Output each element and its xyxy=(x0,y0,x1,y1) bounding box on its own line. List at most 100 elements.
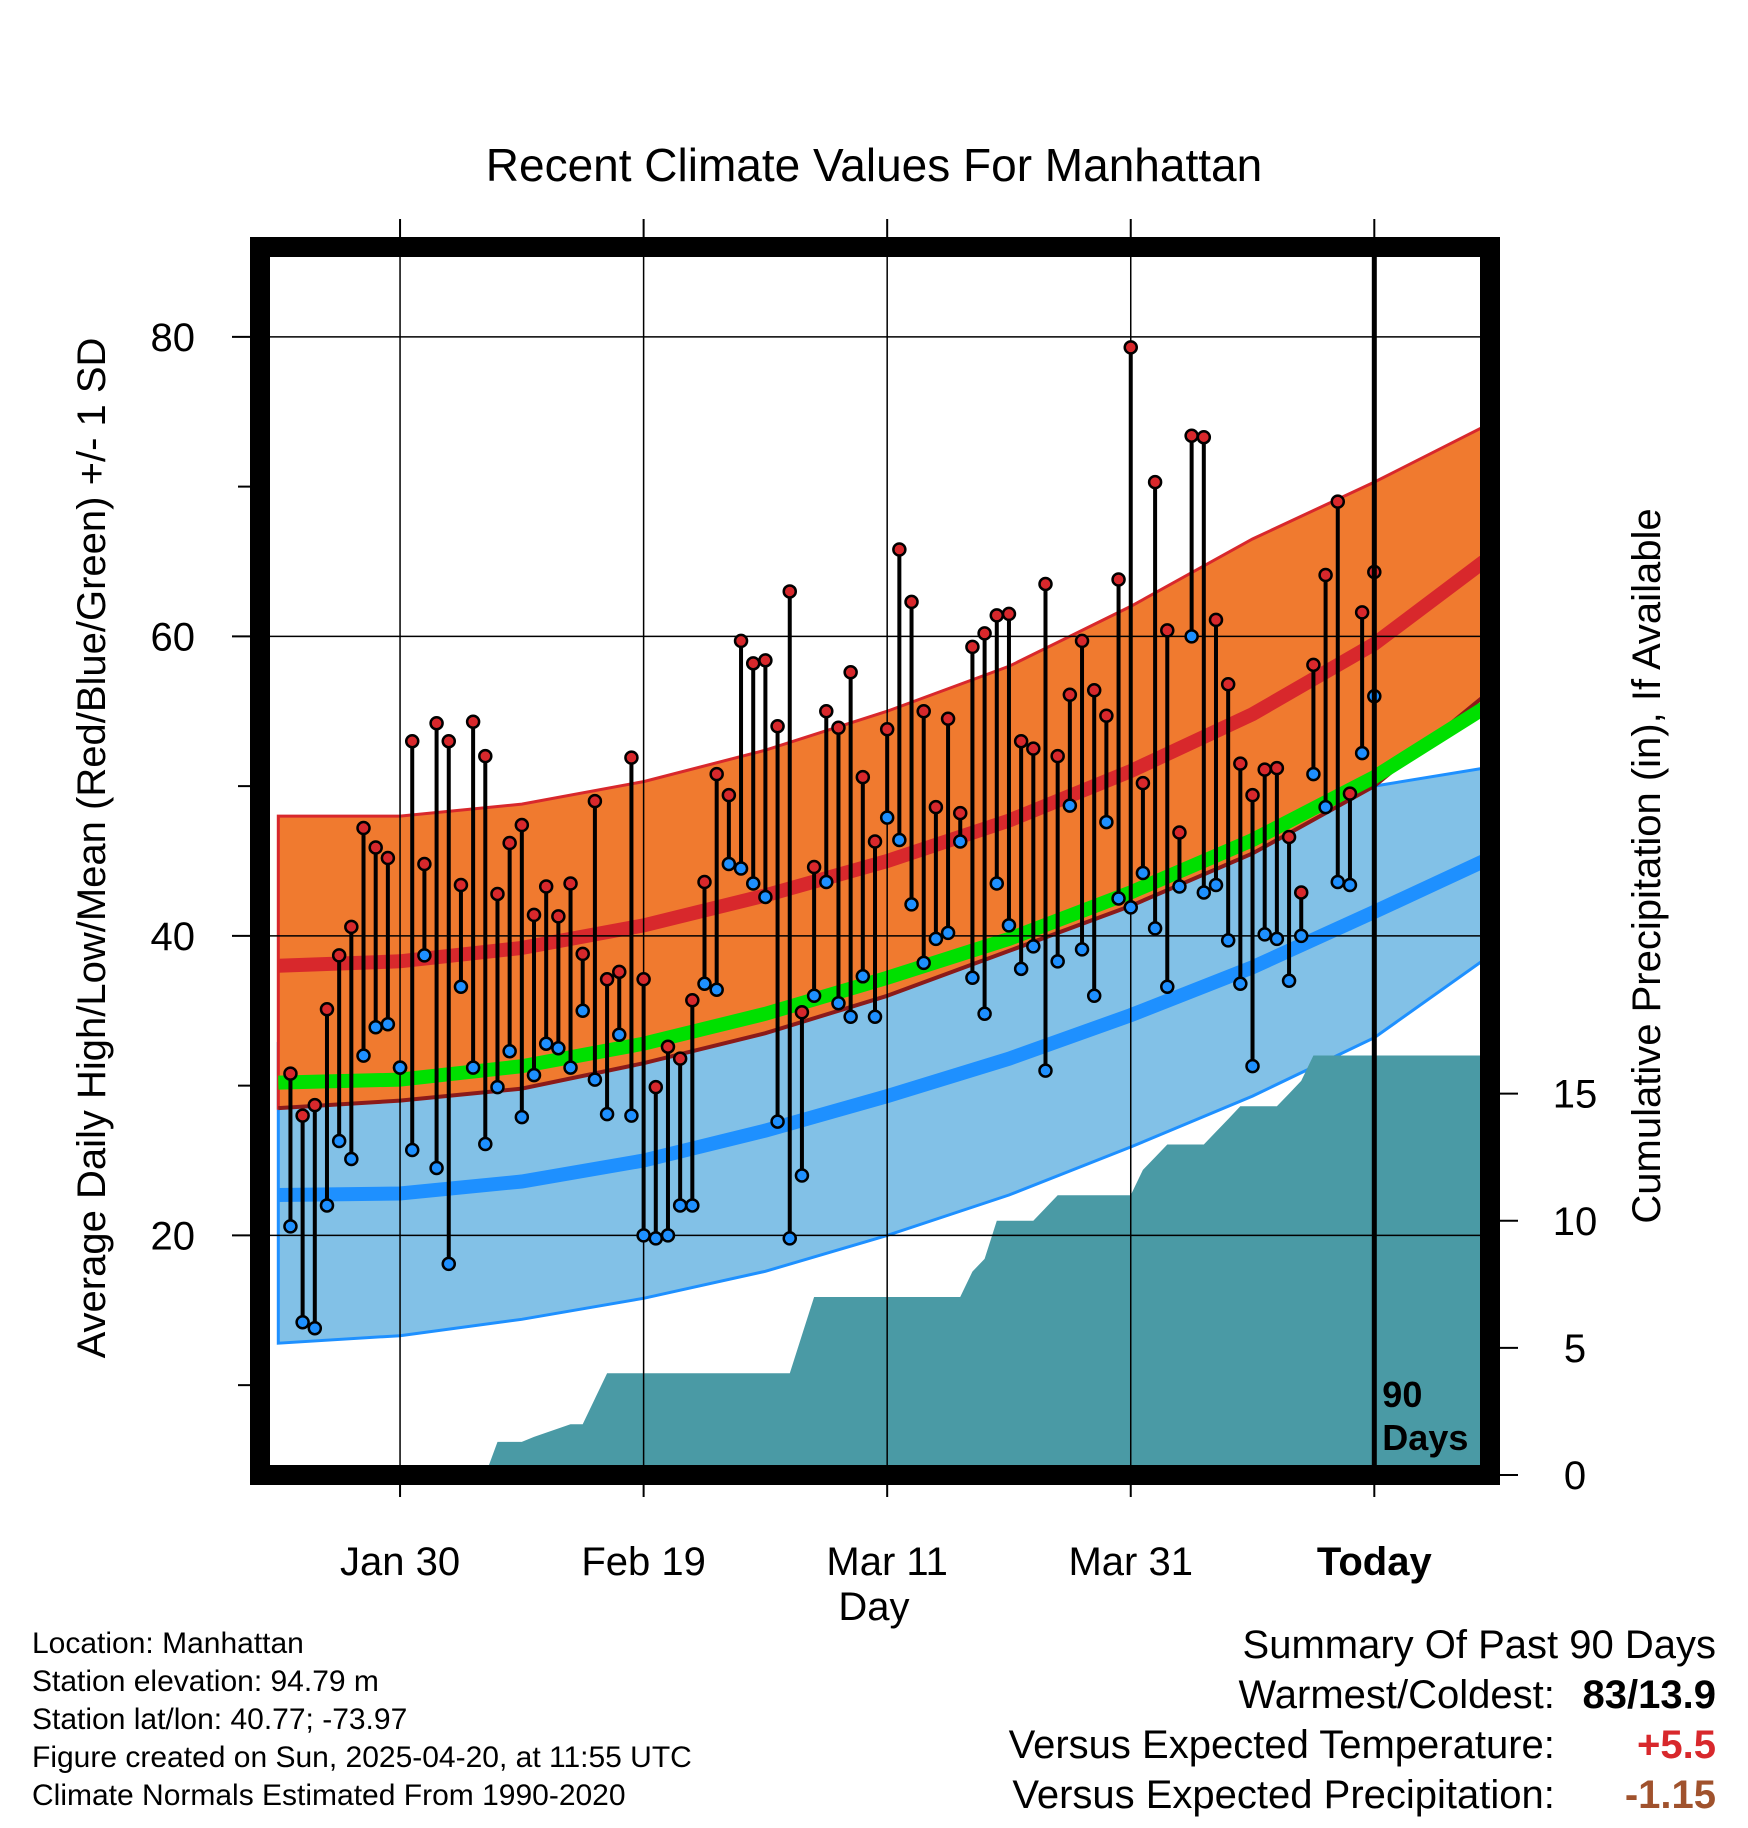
obs-high-point xyxy=(1354,605,1370,620)
obs-high-point xyxy=(904,594,919,610)
obs-low-point xyxy=(307,1320,323,1336)
obs-low-point xyxy=(770,1114,785,1129)
obs-low-point xyxy=(319,1198,335,1213)
obs-high-point xyxy=(368,840,383,855)
obs-low-point xyxy=(867,1009,883,1024)
obs-high-point xyxy=(672,1051,688,1066)
obs-high-point xyxy=(965,639,980,655)
normals-note: Climate Normals Estimated From 1990-2020 xyxy=(32,1779,626,1812)
obs-high-point xyxy=(1208,612,1224,628)
obs-high-point xyxy=(514,817,530,833)
precip-value: -1.15 xyxy=(1624,1773,1716,1817)
y-tick-label: 80 xyxy=(151,316,196,360)
obs-high-point xyxy=(587,793,603,809)
obs-low-point xyxy=(526,1067,542,1083)
obs-low-point xyxy=(1318,799,1333,815)
chart-title: Recent Climate Values For Manhattan xyxy=(486,139,1262,191)
obs-high-point xyxy=(977,626,992,641)
obs-high-point xyxy=(1013,733,1029,749)
obs-low-point xyxy=(380,1016,396,1032)
obs-low-point xyxy=(331,1133,347,1149)
obs-low-point xyxy=(1330,874,1346,890)
obs-low-point xyxy=(453,979,469,995)
obs-high-point xyxy=(1001,606,1017,622)
obs-low-point xyxy=(685,1198,700,1213)
obs-low-point xyxy=(551,1040,566,1056)
obs-low-point xyxy=(940,925,956,941)
obs-low-point xyxy=(1038,1063,1053,1078)
obs-high-point xyxy=(1269,760,1285,776)
axes: Jan 30 Feb 19 Mar 11 Mar 31 Today 20 40 60 80 0 5 1… xyxy=(151,219,1597,1584)
obs-high-point xyxy=(441,733,457,749)
obs-high-point xyxy=(624,750,639,765)
obs-low-point xyxy=(952,834,968,849)
obs-high-point xyxy=(1147,474,1163,490)
obs-high-point xyxy=(331,948,347,963)
obs-low-point xyxy=(916,955,931,971)
obs-high-point xyxy=(429,715,444,731)
obs-high-point xyxy=(563,876,578,891)
obs-low-point xyxy=(1062,798,1078,813)
obs-low-point xyxy=(758,889,773,905)
obs-low-point xyxy=(514,1109,530,1125)
obs-low-point xyxy=(672,1198,688,1213)
obs-high-point xyxy=(1172,825,1187,840)
obs-high-point xyxy=(685,993,700,1008)
obs-low-point xyxy=(1306,766,1321,782)
obs-low-point xyxy=(1208,877,1224,893)
obs-high-point xyxy=(1293,885,1309,900)
obs-low-point xyxy=(587,1072,603,1087)
obs-low-point xyxy=(1074,942,1090,957)
y-tick-label: 40 xyxy=(151,915,196,959)
obs-high-point xyxy=(794,1005,810,1020)
summary-warm-cold: Warmest/Coldest: 83/13.9 xyxy=(1009,1670,1717,1720)
obs-high-point xyxy=(453,877,469,893)
obs-high-point xyxy=(636,972,651,987)
obs-low-point xyxy=(368,1019,383,1035)
x-tick-label: Feb 19 xyxy=(581,1540,706,1584)
obs-high-point xyxy=(1086,683,1102,698)
obs-low-point xyxy=(392,1060,408,1075)
obs-high-point xyxy=(612,964,627,980)
obs-low-point xyxy=(819,874,834,890)
obs-high-point xyxy=(599,972,615,987)
obs-low-point xyxy=(283,1219,298,1234)
obs-high-point xyxy=(758,653,773,668)
obs-low-point xyxy=(989,876,1005,891)
obs-high-point xyxy=(867,834,883,849)
temp-label: Versus Expected Temperature: xyxy=(1008,1723,1555,1767)
obs-low-point xyxy=(794,1168,810,1183)
obs-low-point xyxy=(1281,973,1297,989)
obs-low-point xyxy=(648,1231,664,1246)
obs-low-point xyxy=(404,1142,420,1158)
x-tick-label: Mar 31 xyxy=(1068,1540,1193,1584)
obs-high-point xyxy=(538,879,554,894)
obs-low-point xyxy=(599,1106,615,1122)
obs-high-point xyxy=(892,542,907,557)
obs-high-point xyxy=(843,665,858,680)
obs-low-point xyxy=(709,982,724,998)
obs-low-point xyxy=(1293,928,1309,944)
obs-high-point xyxy=(1111,572,1126,587)
obs-low-point xyxy=(1196,885,1212,900)
obs-low-point xyxy=(1026,939,1041,954)
obs-low-point xyxy=(806,988,822,1004)
obs-high-point xyxy=(928,799,944,815)
obs-high-point xyxy=(465,714,481,729)
obs-high-point xyxy=(721,787,737,803)
obs-high-point xyxy=(733,633,749,649)
obs-low-point xyxy=(1269,931,1285,947)
obs-high-point xyxy=(1257,762,1272,777)
obs-high-point xyxy=(1342,786,1358,801)
obs-low-point xyxy=(977,1006,992,1022)
obs-high-point xyxy=(1099,708,1114,723)
obs-low-point xyxy=(1245,1058,1260,1074)
obs-high-point xyxy=(745,656,761,671)
obs-high-point xyxy=(551,909,566,924)
obs-high-point xyxy=(1184,428,1199,443)
warm-cold-value: 83/13.9 xyxy=(1582,1673,1716,1717)
obs-low-point xyxy=(1099,814,1114,830)
location-text: Location: Manhattan xyxy=(32,1627,304,1660)
obs-high-point xyxy=(806,859,822,875)
obs-low-point xyxy=(575,1003,590,1019)
